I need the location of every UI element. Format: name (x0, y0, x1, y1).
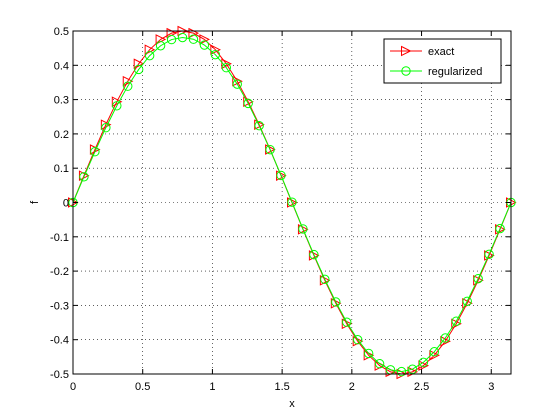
x-tick-label: 1 (209, 381, 215, 393)
data-point-regularized (418, 357, 429, 368)
data-point-regularized (374, 359, 385, 369)
data-point-regularized (429, 347, 440, 357)
legend[interactable]: exact regularized (383, 38, 502, 84)
y-tick-label: 0.3 (54, 95, 69, 107)
legend-item-regularized[interactable]: regularized (390, 66, 482, 78)
data-point-regularized (440, 333, 451, 343)
data-point-exact (429, 349, 440, 361)
data-point-regularized (396, 366, 407, 377)
legend-marker-exact (401, 45, 412, 57)
legend-items: exact regularized (390, 45, 482, 78)
data-point-regularized (265, 144, 275, 155)
y-tick-label: -0.1 (50, 232, 69, 244)
legend-item-exact[interactable]: exact (390, 45, 454, 58)
data-point-exact (221, 58, 232, 70)
data-point-regularized (363, 348, 374, 359)
data-point-regularized (473, 273, 483, 284)
data-point-regularized (232, 79, 242, 89)
data-point-regularized (451, 316, 461, 326)
data-point-regularized (155, 41, 166, 51)
data-point-regularized (90, 147, 100, 157)
data-point-regularized (407, 364, 418, 374)
y-tick-label: -0.4 (50, 335, 69, 347)
data-point-exact (111, 96, 123, 108)
y-tick-label: -0.3 (50, 300, 69, 312)
data-point-regularized (177, 32, 188, 43)
data-point-regularized (352, 335, 363, 345)
data-point-exact (440, 335, 451, 347)
data-point-regularized (484, 249, 494, 259)
data-point-regularized (112, 101, 122, 111)
x-tick-label: 2.5 (414, 381, 429, 393)
data-point-regularized (254, 120, 264, 131)
data-point-exact (210, 44, 221, 56)
y-tick-label: 0.5 (54, 26, 69, 38)
data-point-regularized (133, 64, 144, 75)
ticks: 0 0.5 1 1.5 2 2.5 3 -0.5 -0.4 -0.3 -0.2 -0.1 0 0.1 0.2… (50, 26, 511, 393)
grid (73, 31, 511, 374)
x-tick-label: 2 (349, 381, 355, 393)
data-point-regularized (287, 197, 297, 207)
legend-box (383, 38, 502, 84)
x-tick-label: 3 (488, 381, 494, 393)
data-point-regularized (298, 224, 308, 234)
x-tick-label: 1.5 (274, 381, 289, 393)
y-tick-label: 0.4 (54, 60, 69, 72)
series-regularized (68, 32, 516, 377)
data-point-regularized (309, 249, 319, 260)
data-point-regularized (123, 81, 133, 91)
y-tick-label: -0.2 (50, 266, 69, 278)
legend-label-regularized: regularized (428, 66, 482, 78)
data-point-regularized (331, 297, 341, 307)
data-point-regularized (199, 40, 210, 50)
x-tick-label: 0 (70, 381, 76, 393)
y-axis-label: f (29, 200, 41, 204)
data-point-regularized (276, 170, 286, 181)
y-tick-label: 0.1 (54, 163, 69, 175)
y-tick-label: -0.5 (50, 369, 69, 381)
y-tick-label: 0 (63, 198, 69, 210)
data-point-exact (133, 58, 145, 70)
x-tick-label: 0.5 (135, 381, 150, 393)
data-point-regularized (342, 317, 352, 327)
data-point-exact (199, 34, 211, 45)
data-point-regularized (144, 50, 155, 61)
y-tick-label: 0.2 (54, 129, 69, 141)
data-point-regularized (188, 34, 199, 44)
data-point-regularized (243, 98, 253, 109)
data-point-regularized (320, 274, 330, 285)
data-point-regularized (166, 34, 177, 45)
data-point-regularized (79, 172, 89, 182)
legend-label-exact: exact (428, 46, 454, 58)
legend-marker-regularized (401, 66, 411, 76)
data-point-regularized (210, 49, 221, 60)
series-line-regularized (72, 37, 512, 373)
data-point-regularized (462, 296, 472, 306)
data-point-exact (122, 75, 134, 87)
data-point-regularized (495, 223, 505, 234)
data-point-regularized (221, 63, 232, 73)
data-point-regularized (101, 123, 111, 133)
x-axis-label: x (289, 398, 295, 410)
series-layer (68, 25, 517, 380)
